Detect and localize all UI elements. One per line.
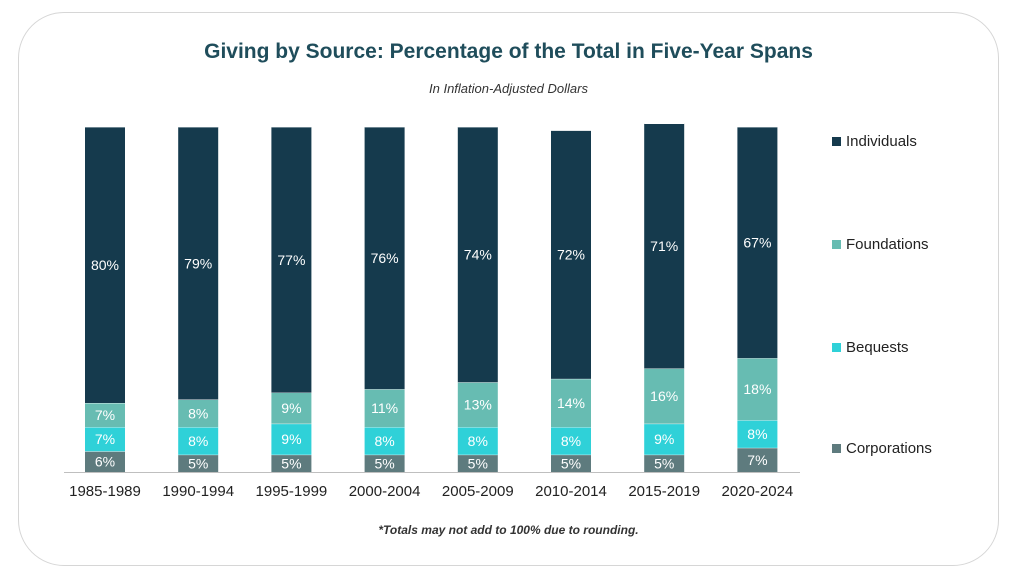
legend-item-bequests: Bequests [832,339,909,356]
x-tick-label: 1995-1999 [256,483,328,500]
data-label-individuals-1995-1999: 77% [277,252,305,268]
data-label-foundations-2010-2014: 14% [557,395,585,411]
data-label-foundations-2000-2004: 11% [371,400,398,416]
bar-corporations-1990-1994 [178,454,219,472]
data-label-bequests-1990-1994: 8% [188,433,208,449]
x-tick-label: 2000-2004 [349,483,421,500]
bar-individuals-1995-1999 [271,127,312,393]
data-label-foundations-1990-1994: 8% [188,405,208,421]
data-label-bequests-2015-2019: 9% [654,431,674,447]
bar-foundations-2015-2019 [644,368,685,424]
bar-corporations-1985-1989 [85,451,125,472]
footnote: *Totals may not add to 100% due to round… [378,523,639,537]
data-label-individuals-2000-2004: 76% [371,250,399,266]
bar-foundations-2005-2009 [457,382,498,428]
data-label-bequests-1985-1989: 7% [95,431,115,447]
x-tick-label: 2020-2024 [722,483,794,500]
data-label-foundations-2005-2009: 13% [464,397,492,413]
data-label-bequests-2010-2014: 8% [561,433,581,449]
bar-foundations-1990-1994 [178,399,219,428]
x-tick-label: 2005-2009 [442,483,514,500]
legend-item-corporations: Corporations [832,440,932,457]
data-label-corporations-1995-1999: 5% [281,455,301,471]
bar-bequests-2000-2004 [364,427,405,455]
bar-foundations-1995-1999 [271,392,312,424]
bar-bequests-1990-1994 [178,427,219,455]
legend-swatch [832,239,841,249]
legend-swatch [832,443,841,453]
x-tick-label: 1990-1994 [162,483,234,500]
data-label-corporations-2010-2014: 5% [561,455,581,471]
legend-label: Foundations [846,236,929,253]
bar-bequests-2015-2019 [644,423,685,455]
bar-corporations-2005-2009 [457,454,498,472]
data-label-bequests-1995-1999: 9% [281,431,301,447]
legend-item-individuals: Individuals [832,133,917,150]
bar-corporations-2015-2019 [644,454,685,472]
bar-foundations-2010-2014 [551,378,591,428]
data-label-individuals-2020-2024: 67% [743,235,771,251]
data-label-foundations-2020-2024: 18% [743,381,771,397]
bar-corporations-2020-2024 [737,447,778,472]
legend-label: Corporations [846,440,932,457]
bar-individuals-2020-2024 [737,127,778,359]
legend-swatch [832,136,841,146]
data-label-bequests-2000-2004: 8% [374,433,394,449]
bar-bequests-2005-2009 [457,427,498,455]
data-label-individuals-2015-2019: 71% [650,238,678,254]
bar-bequests-2020-2024 [737,420,778,448]
bar-individuals-2005-2009 [457,127,498,383]
data-label-individuals-2005-2009: 74% [464,247,492,263]
bar-corporations-2000-2004 [364,454,405,472]
bar-foundations-2000-2004 [364,389,405,428]
chart-title: Giving by Source: Percentage of the Tota… [204,40,813,63]
data-label-foundations-1985-1989: 7% [95,407,115,423]
data-label-corporations-2005-2009: 5% [468,455,488,471]
bar-bequests-1995-1999 [271,423,312,455]
bar-individuals-2010-2014 [551,130,591,379]
data-label-corporations-2020-2024: 7% [747,452,767,468]
bar-individuals-1985-1989 [85,127,125,403]
bar-corporations-1995-1999 [271,454,312,472]
bar-bequests-1985-1989 [85,427,125,452]
legend-item-foundations: Foundations [832,236,929,253]
x-tick-label: 1985-1989 [69,483,141,500]
data-label-foundations-1995-1999: 9% [281,400,301,416]
data-label-corporations-1990-1994: 5% [188,455,208,471]
data-label-corporations-2015-2019: 5% [654,455,674,471]
legend-swatch [832,342,841,352]
data-label-corporations-1985-1989: 6% [95,454,115,470]
legend-label: Individuals [846,133,917,150]
data-label-bequests-2005-2009: 8% [468,433,488,449]
bar-individuals-2015-2019 [644,123,685,369]
bar-individuals-2000-2004 [364,127,405,390]
data-label-bequests-2020-2024: 8% [747,426,767,442]
legend-label: Bequests [846,339,909,356]
x-tick-label: 2015-2019 [628,483,700,500]
bar-foundations-2020-2024 [737,358,778,421]
bar-corporations-2010-2014 [551,454,591,472]
x-tick-label: 2010-2014 [535,483,607,500]
data-label-corporations-2000-2004: 5% [374,455,394,471]
bar-individuals-1990-1994 [178,127,219,400]
data-label-individuals-1990-1994: 79% [184,255,212,271]
chart-subtitle: In Inflation-Adjusted Dollars [429,81,588,96]
data-label-individuals-1985-1989: 80% [91,257,119,273]
bar-bequests-2010-2014 [551,427,591,455]
bar-foundations-1985-1989 [85,403,125,428]
data-label-foundations-2015-2019: 16% [650,388,678,404]
data-label-individuals-2010-2014: 72% [557,247,585,263]
